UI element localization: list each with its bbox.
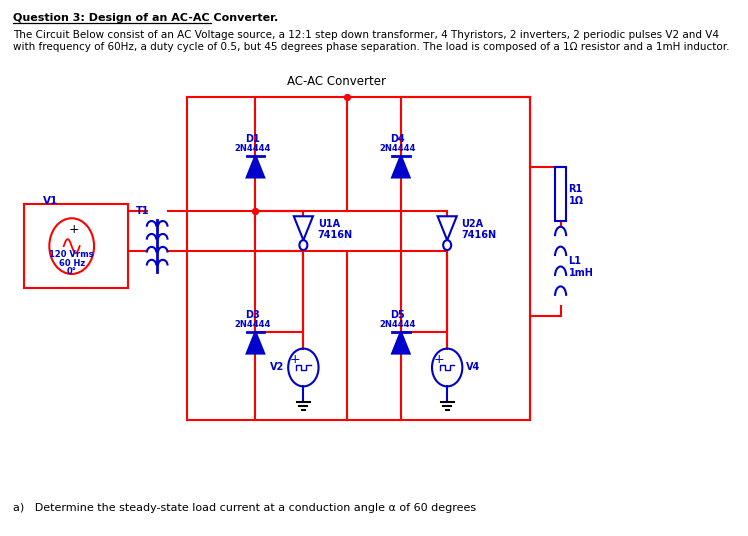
Text: +: + <box>434 353 444 367</box>
Text: D1: D1 <box>245 133 260 144</box>
Text: 60 Hz: 60 Hz <box>58 258 85 267</box>
Text: 2N4444: 2N4444 <box>379 144 416 153</box>
Text: U2A: U2A <box>462 219 484 229</box>
Text: T1: T1 <box>136 206 150 216</box>
Text: D4: D4 <box>390 133 405 144</box>
Text: 1Ω: 1Ω <box>568 196 583 206</box>
Polygon shape <box>392 155 410 177</box>
Text: V2: V2 <box>270 362 284 373</box>
Text: +: + <box>69 223 79 236</box>
Text: 7416N: 7416N <box>462 230 497 240</box>
Text: AC-AC Converter: AC-AC Converter <box>287 76 387 88</box>
Polygon shape <box>247 332 264 354</box>
Text: a)   Determine the steady-state load current at a conduction angle α of 60 degre: a) Determine the steady-state load curre… <box>13 503 476 513</box>
Text: 0°: 0° <box>67 267 77 277</box>
Polygon shape <box>438 216 457 240</box>
Polygon shape <box>294 216 313 240</box>
Text: The Circuit Below consist of an AC Voltage source, a 12:1 step down transformer,: The Circuit Below consist of an AC Volta… <box>13 30 719 40</box>
Text: 1mH: 1mH <box>568 268 593 278</box>
Text: 2N4444: 2N4444 <box>234 144 271 153</box>
Text: 2N4444: 2N4444 <box>379 319 416 329</box>
Text: 7416N: 7416N <box>318 230 353 240</box>
Text: V4: V4 <box>466 362 481 373</box>
Text: Question 3: Design of an AC-AC Converter.: Question 3: Design of an AC-AC Converter… <box>13 13 278 24</box>
Bar <box>555 167 566 221</box>
Text: 2N4444: 2N4444 <box>234 319 271 329</box>
Polygon shape <box>247 155 264 177</box>
Text: with frequency of 60Hz, a duty cycle of 0.5, but 45 degrees phase separation. Th: with frequency of 60Hz, a duty cycle of … <box>13 42 729 52</box>
Text: R1: R1 <box>568 184 583 194</box>
Text: D5: D5 <box>390 310 405 320</box>
Text: D3: D3 <box>245 310 260 320</box>
Text: +: + <box>289 353 301 367</box>
Text: V1: V1 <box>43 196 58 206</box>
Text: U1A: U1A <box>318 219 340 229</box>
Polygon shape <box>392 332 410 354</box>
Text: 120 Vrms: 120 Vrms <box>49 250 94 258</box>
Text: L1: L1 <box>568 256 582 266</box>
